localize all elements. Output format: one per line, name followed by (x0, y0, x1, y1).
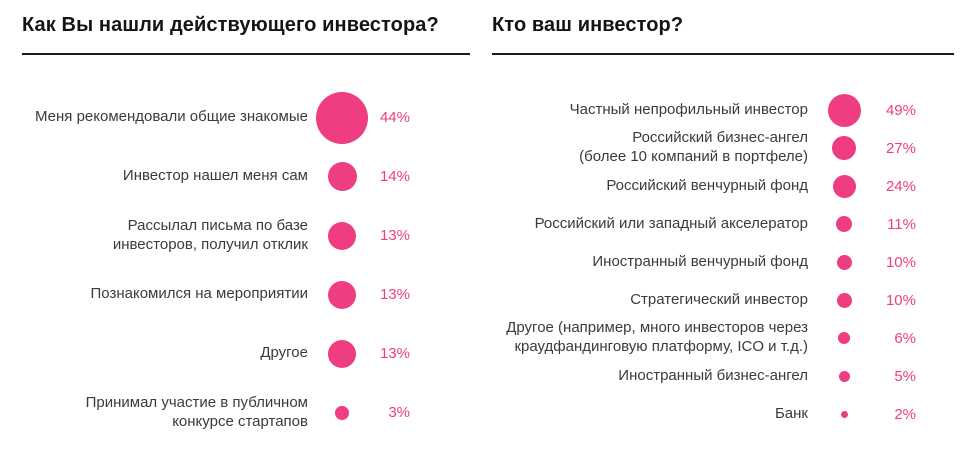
bubble-row: Иностранный бизнес-ангел 5% (492, 357, 954, 395)
bubble-row: Стратегический инвестор 10% (492, 281, 954, 319)
title-underline-right (492, 53, 954, 55)
bubble-cell (308, 405, 376, 420)
value-bubble (327, 162, 357, 191)
percent-label: 13% (379, 286, 410, 303)
bubble-cell (308, 162, 376, 191)
bubble-row: Российский бизнес-ангел (более 10 компан… (492, 129, 954, 167)
bubble-row: Рассылал письма по базе инвесторов, полу… (22, 206, 470, 265)
value-bubble (832, 136, 856, 160)
bubble-row: Инвестор нашел меня сам 14% (22, 147, 470, 206)
bubble-cell (808, 216, 880, 232)
panel-investor-type: Кто ваш инвестор? Частный непрофильный и… (492, 14, 954, 433)
category-label: Иностранный бизнес-ангел (618, 366, 808, 384)
value-bubble (838, 332, 850, 344)
bubble-cell (308, 221, 376, 250)
title-underline-left (22, 53, 470, 55)
chart-title-left: Как Вы нашли действующего инвестора? (22, 14, 439, 36)
bubble-row: Частный непрофильный инвестор 49% (492, 91, 954, 129)
percent-label: 3% (388, 404, 410, 421)
category-label: Российский венчурный фонд (606, 176, 808, 194)
percent-label: 10% (885, 253, 916, 271)
percent-label: 13% (379, 345, 410, 362)
bubble-row: Другое 13% (22, 324, 470, 383)
category-label: Частный непрофильный инвестор (569, 100, 808, 118)
bubble-cell (808, 93, 880, 127)
bubble-cell (808, 332, 880, 344)
bubble-cell (808, 370, 880, 382)
category-label: Российский бизнес-ангел (более 10 компан… (579, 129, 808, 165)
percent-label: 49% (885, 101, 916, 119)
bubble-row: Принимал участие в публичном конкурсе ст… (22, 383, 470, 442)
percent-label: 11% (887, 215, 916, 233)
bubble-row: Меня рекомендовали общие знакомые 44% (22, 88, 470, 147)
category-label: Принимал участие в публичном конкурсе ст… (85, 393, 308, 430)
value-bubble (836, 254, 852, 270)
bubble-cell (308, 339, 376, 368)
percent-label: 14% (379, 168, 410, 185)
value-bubble (832, 174, 856, 198)
value-bubble (328, 280, 356, 309)
category-label: Рассылал письма по базе инвесторов, полу… (112, 216, 308, 253)
value-bubble (316, 91, 368, 144)
value-bubble (838, 370, 850, 382)
value-bubble (827, 93, 861, 127)
bubble-cell (808, 410, 880, 418)
category-label: Российский или западный акселератор (534, 214, 808, 232)
category-label: Инвестор нашел меня сам (122, 167, 308, 185)
category-label: Банк (774, 404, 808, 422)
bubble-cell (808, 292, 880, 308)
bubble-row: Российский венчурный фонд 24% (492, 167, 954, 205)
category-label: Иностранный венчурный фонд (592, 252, 808, 270)
category-label: Меня рекомендовали общие знакомые (35, 108, 308, 126)
panel-how-found-investor: Как Вы нашли действующего инвестора? Мен… (22, 14, 470, 442)
bubble-row: Банк 2% (492, 395, 954, 433)
category-label: Стратегический инвестор (630, 290, 808, 308)
percent-label: 10% (885, 291, 916, 309)
bubble-row: Иностранный венчурный фонд 10% (492, 243, 954, 281)
value-bubble (836, 292, 852, 308)
category-label: Познакомился на мероприятии (90, 285, 309, 303)
category-label: Другое (260, 344, 308, 362)
value-bubble (328, 339, 356, 368)
percent-label: 27% (885, 139, 916, 157)
percent-label: 44% (379, 109, 410, 126)
percent-label: 2% (894, 405, 916, 423)
value-bubble (840, 410, 848, 418)
bubble-row: Другое (например, много инвесторов через… (492, 319, 954, 357)
bubble-cell (808, 254, 880, 270)
bubble-row: Познакомился на мероприятии 13% (22, 265, 470, 324)
percent-label: 6% (894, 329, 916, 347)
bubble-cell (808, 136, 880, 160)
bubble-cell (808, 174, 880, 198)
value-bubble (328, 221, 356, 250)
percent-label: 5% (894, 367, 916, 385)
bubble-cell (308, 280, 376, 309)
bubble-chart-right: Частный непрофильный инвестор 49% Российск… (492, 91, 954, 433)
value-bubble (836, 216, 852, 232)
percent-label: 13% (379, 227, 410, 244)
chart-title-right: Кто ваш инвестор? (492, 14, 684, 36)
percent-label: 24% (885, 177, 916, 195)
bubble-row: Российский или западный акселератор 11% (492, 205, 954, 243)
bubble-chart-left: Меня рекомендовали общие знакомые 44% Инве… (22, 88, 470, 442)
value-bubble (335, 405, 349, 420)
category-label: Другое (например, много инвесторов через… (506, 319, 808, 355)
bubble-cell (308, 91, 376, 144)
